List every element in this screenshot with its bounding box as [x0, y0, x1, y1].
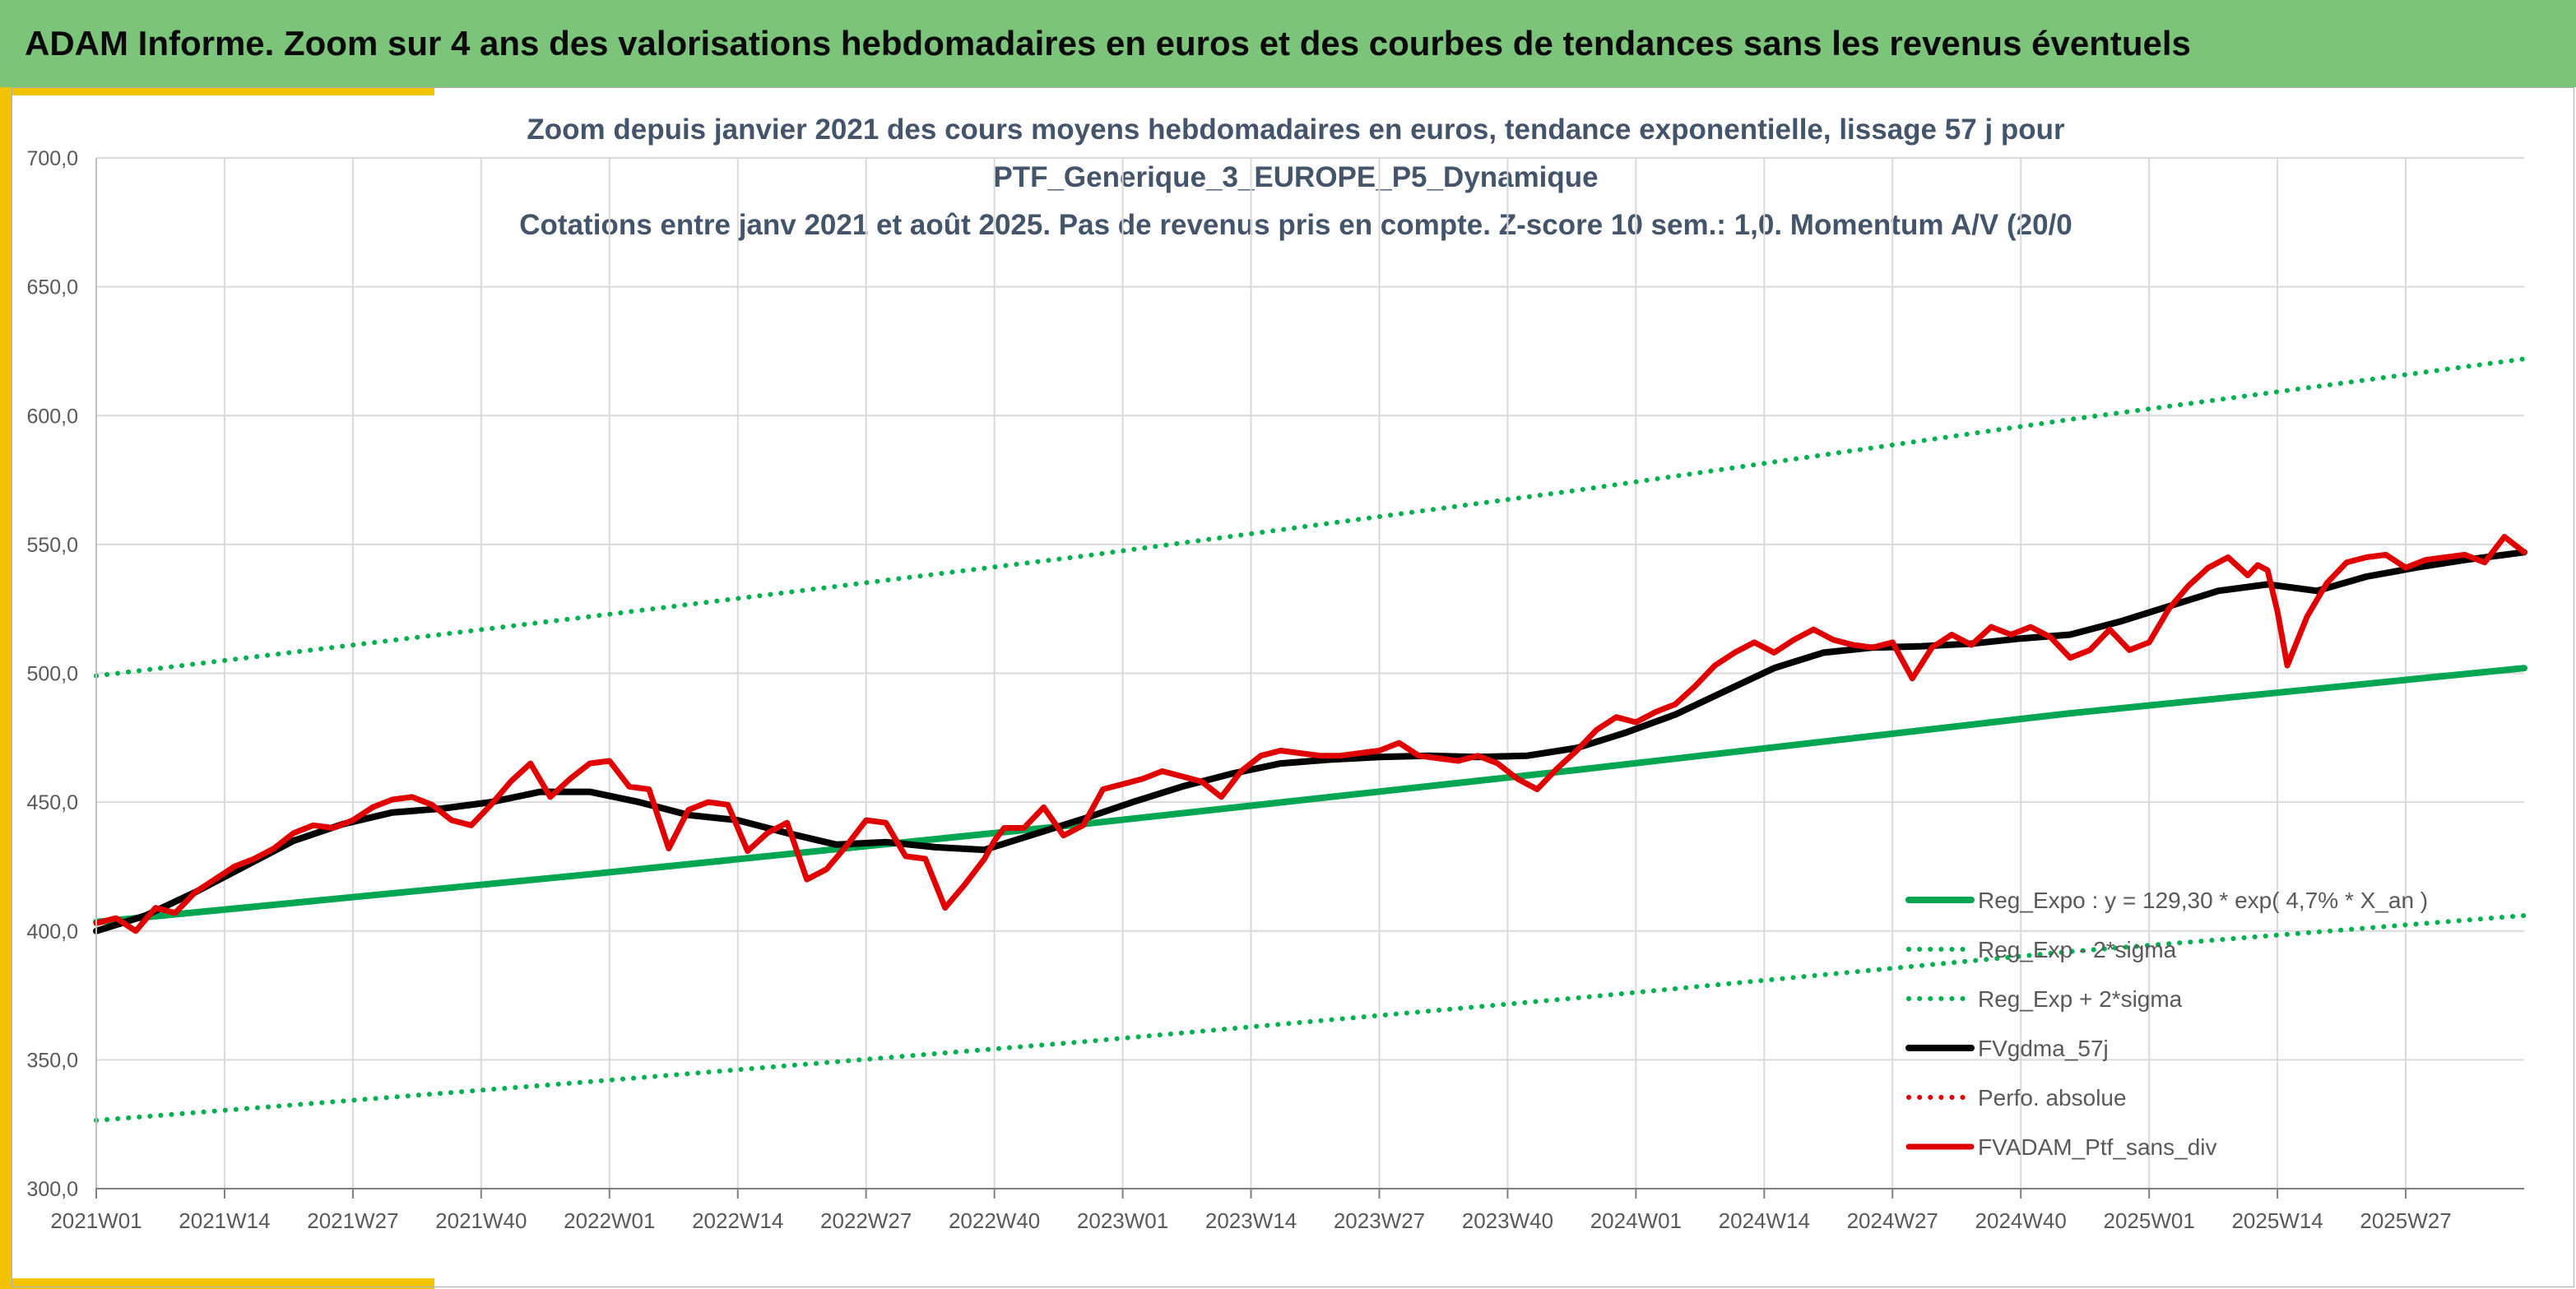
x-tick-label: 2022W14	[692, 1208, 783, 1233]
y-tick-label: 300,0	[26, 1178, 78, 1201]
y-tick-label: 350,0	[26, 1049, 78, 1072]
chart-title-line-1: Zoom depuis janvier 2021 des cours moyen…	[527, 114, 2065, 146]
x-tick-label: 2021W40	[435, 1208, 527, 1233]
title-banner: ADAM Informe. Zoom sur 4 ans des valoris…	[0, 0, 2576, 87]
x-tick-label: 2024W40	[1975, 1208, 2067, 1233]
x-tick-label: 2022W40	[949, 1208, 1040, 1233]
y-tick-label: 450,0	[26, 791, 78, 814]
chart-frame	[12, 87, 2574, 1287]
legend-label-perf: Perfo. absolue	[1978, 1085, 2127, 1110]
x-tick-label: 2021W14	[179, 1208, 270, 1233]
legend-label-lower: Reg_Exp - 2*sigma	[1978, 937, 2177, 962]
banner-title: ADAM Informe. Zoom sur 4 ans des valoris…	[25, 24, 2191, 63]
x-tick-label: 2023W27	[1334, 1208, 1425, 1233]
series-line-reg	[93, 665, 2527, 925]
x-tick-label: 2021W01	[50, 1208, 142, 1233]
accent-bar-bottom	[0, 1278, 434, 1289]
accent-bar-top	[0, 87, 434, 95]
y-tick-label: 600,0	[26, 405, 78, 428]
x-tick-label: 2025W01	[2103, 1208, 2194, 1233]
x-tick-label: 2025W14	[2231, 1208, 2323, 1233]
legend-label-ptf: FVADAM_Ptf_sans_div	[1978, 1134, 2217, 1160]
accent-bar-left	[0, 87, 12, 1289]
y-tick-label: 550,0	[26, 534, 78, 557]
y-tick-label: 700,0	[26, 147, 78, 170]
series-line-ptf	[93, 534, 2527, 934]
x-tick-label: 2023W01	[1077, 1208, 1168, 1233]
series-line-lower	[94, 913, 2527, 1123]
series-line-smooth	[93, 549, 2527, 934]
x-tick-label: 2022W27	[820, 1208, 912, 1233]
x-tick-label: 2024W14	[1719, 1208, 1810, 1233]
x-tick-label: 2023W14	[1205, 1208, 1297, 1233]
x-tick-label: 2021W27	[307, 1208, 398, 1233]
chart-title-line-3: Cotations entre janv 2021 et août 2025. …	[519, 209, 2072, 241]
legend-label-smooth: FVgdma_57j	[1978, 1036, 2109, 1061]
series-line-upper	[94, 356, 2527, 679]
x-tick-label: 2025W27	[2360, 1208, 2451, 1233]
legend-label-upper: Reg_Exp + 2*sigma	[1978, 986, 2183, 1012]
x-tick-label: 2024W01	[1590, 1208, 1682, 1233]
y-tick-label: 650,0	[26, 276, 78, 299]
chart-title-line-2: PTF_Generique_3_EUROPE_P5_Dynamique	[993, 161, 1599, 193]
y-tick-label: 400,0	[26, 920, 78, 944]
legend-label-reg: Reg_Expo : y = 129,30 * exp( 4,7% * X_an…	[1978, 888, 2428, 913]
x-tick-label: 2024W27	[1847, 1208, 1938, 1233]
x-tick-label: 2022W01	[564, 1208, 655, 1233]
y-tick-label: 500,0	[26, 663, 78, 686]
x-tick-label: 2023W40	[1462, 1208, 1553, 1233]
